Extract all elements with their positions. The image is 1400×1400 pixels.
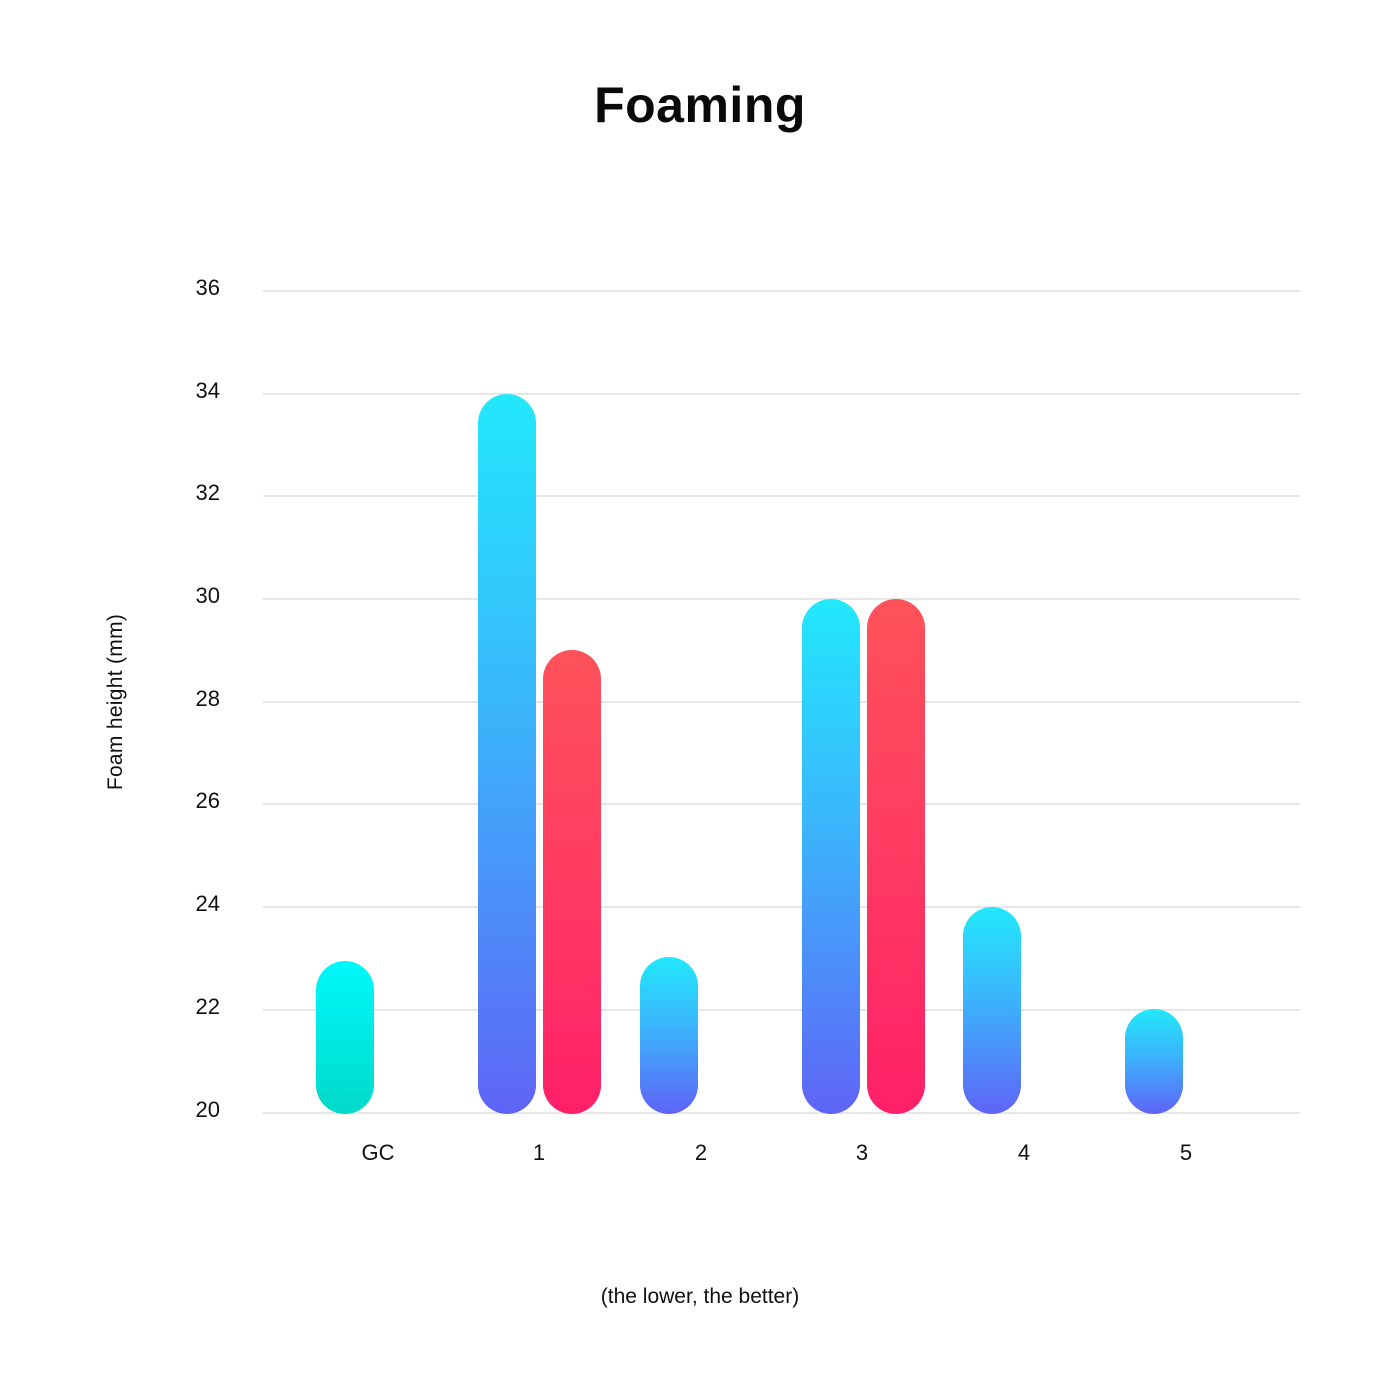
y-tick-28: 28: [195, 686, 220, 711]
y-axis-label: Foam height (mm): [104, 613, 127, 791]
bar-1-blue: [478, 394, 536, 1114]
y-tick-26: 26: [195, 788, 220, 813]
y-tick-30: 30: [195, 583, 220, 608]
footnote: (the lower, the better): [600, 1285, 800, 1308]
bar-5-blue: [1125, 1009, 1183, 1114]
gridline-26: [263, 803, 1300, 805]
x-tick-5: 5: [1179, 1140, 1193, 1165]
gridline-32: [263, 495, 1300, 497]
gridline-20: [263, 1112, 1300, 1114]
y-tick-20: 20: [195, 1097, 220, 1122]
y-tick-34: 34: [195, 378, 220, 403]
x-tick-2: 2: [694, 1140, 708, 1165]
y-tick-36: 36: [195, 275, 220, 300]
bar-4-blue: [963, 907, 1021, 1114]
gridline-30: [263, 598, 1300, 600]
x-tick-1: 1: [532, 1140, 546, 1165]
x-tick-4: 4: [1017, 1140, 1031, 1165]
bar-3-blue: [802, 599, 860, 1114]
bar-1-red: [543, 650, 601, 1114]
gridline-34: [263, 393, 1300, 395]
y-tick-32: 32: [195, 480, 220, 505]
chart-title: Foaming: [594, 77, 806, 133]
bar-gc: [316, 961, 374, 1114]
gridline-24: [263, 906, 1300, 908]
x-tick-3: 3: [855, 1140, 869, 1165]
y-tick-24: 24: [195, 891, 220, 916]
bar-3-red: [867, 599, 925, 1114]
gridline-36: [263, 290, 1300, 292]
x-tick-gc: GC: [361, 1140, 395, 1165]
bar-2-blue: [640, 957, 698, 1114]
gridline-22: [263, 1009, 1300, 1011]
gridline-28: [263, 701, 1300, 703]
y-tick-22: 22: [195, 994, 220, 1019]
